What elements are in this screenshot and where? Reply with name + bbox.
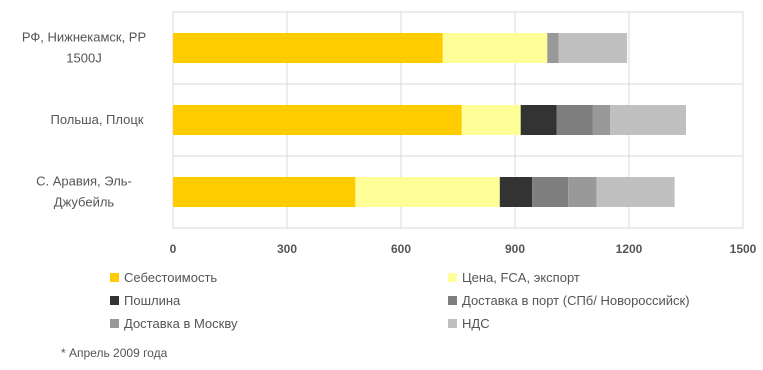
legend-swatch — [448, 273, 457, 282]
legend-swatch — [110, 296, 119, 305]
bar-segment — [520, 105, 557, 135]
x-tick-label: 300 — [277, 242, 297, 256]
category-label: С. Аравия, Эль- — [36, 174, 132, 189]
bar-segment — [499, 177, 533, 207]
bar-segment — [173, 33, 443, 63]
legend-label: Пошлина — [124, 293, 181, 308]
bar-segment — [173, 105, 462, 135]
bar-segment — [592, 105, 610, 135]
category-label: РФ, Нижнекамск, PP — [22, 30, 146, 45]
legend-swatch — [448, 319, 457, 328]
x-tick-label: 1200 — [616, 242, 643, 256]
bar-segment — [173, 177, 356, 207]
legend-swatch — [110, 273, 119, 282]
bar-segment — [532, 177, 569, 207]
legend-swatch — [448, 296, 457, 305]
legend-label: Себестоимость — [124, 270, 217, 285]
legend-label: НДС — [462, 316, 490, 331]
x-tick-label: 1500 — [730, 242, 757, 256]
category-label: Джубейль — [54, 195, 115, 210]
bar-segment — [558, 33, 628, 63]
legend-label: Цена, FCA, экспорт — [462, 270, 580, 285]
legend-label: Доставка в порт (СПб/ Новороссийск) — [462, 293, 690, 308]
bar-segment — [461, 105, 521, 135]
x-tick-label: 600 — [391, 242, 411, 256]
legend-swatch — [110, 319, 119, 328]
x-tick-label: 900 — [505, 242, 525, 256]
bar-segment — [596, 177, 675, 207]
bar-segment — [355, 177, 500, 207]
legend-label: Доставка в Москву — [124, 316, 238, 331]
bar-segment — [556, 105, 593, 135]
bar-segment — [547, 33, 559, 63]
bar-segment — [568, 177, 597, 207]
footnote: * Апрель 2009 года — [61, 346, 168, 360]
bar-segment — [442, 33, 548, 63]
category-label: Польша, Плоцк — [51, 112, 144, 127]
bar-segment — [610, 105, 686, 135]
x-tick-label: 0 — [170, 242, 177, 256]
category-label: 1500J — [66, 51, 101, 66]
